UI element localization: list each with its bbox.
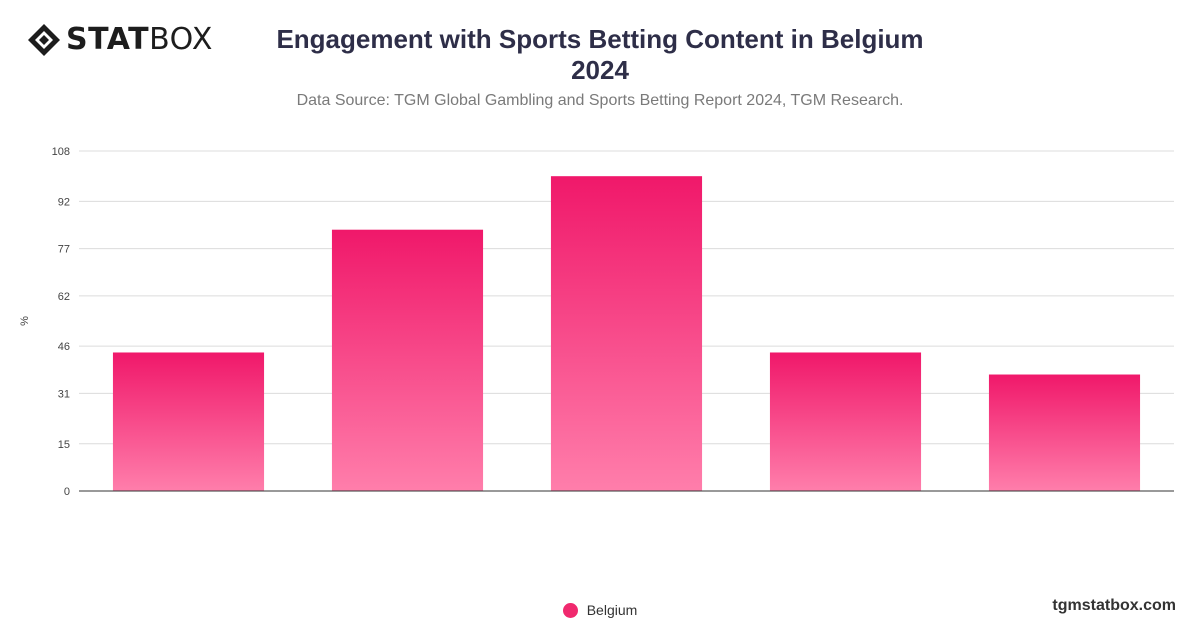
y-axis-ticks: 0 15 31 46 62 77 92 108: [52, 146, 70, 498]
y-tick-label: 0: [64, 486, 70, 498]
y-tick-label: 77: [58, 244, 70, 256]
y-axis-label: %: [19, 316, 31, 326]
legend: Belgium: [0, 602, 1200, 618]
legend-swatch-belgium: [562, 602, 578, 618]
y-tick-label: 92: [58, 196, 70, 208]
logo-wordmark-bold: STAT: [66, 22, 150, 57]
bar-belgium-1[interactable]: [112, 352, 265, 491]
chart-title-line1: Engagement with Sports Betting Content i…: [276, 24, 924, 54]
y-tick-label: 108: [52, 146, 70, 158]
y-tick-label: 46: [58, 341, 70, 353]
website-label: tgmstatbox.com: [1052, 597, 1176, 614]
y-tick-label: 15: [58, 439, 70, 451]
y-tick-label: 31: [58, 388, 70, 400]
bar-belgium-3[interactable]: [550, 176, 703, 491]
logo-wordmark: STATBOX: [66, 22, 213, 58]
bar-belgium-2[interactable]: [331, 229, 484, 491]
chart-title: Engagement with Sports Betting Content i…: [200, 24, 1000, 86]
logo-wordmark-light: BOX: [149, 22, 213, 57]
statbox-diamond-icon: [28, 24, 60, 56]
legend-label-belgium: Belgium: [586, 602, 638, 618]
chart-subtitle: Data Source: TGM Global Gambling and Spo…: [296, 92, 904, 109]
bar-belgium-5[interactable]: [988, 374, 1141, 491]
y-tick-label: 62: [58, 291, 70, 303]
bar-belgium-4[interactable]: [769, 352, 922, 491]
chart-title-line2: 2024: [571, 55, 629, 85]
bars: [112, 176, 1141, 491]
statbox-logo: STATBOX: [26, 22, 213, 58]
